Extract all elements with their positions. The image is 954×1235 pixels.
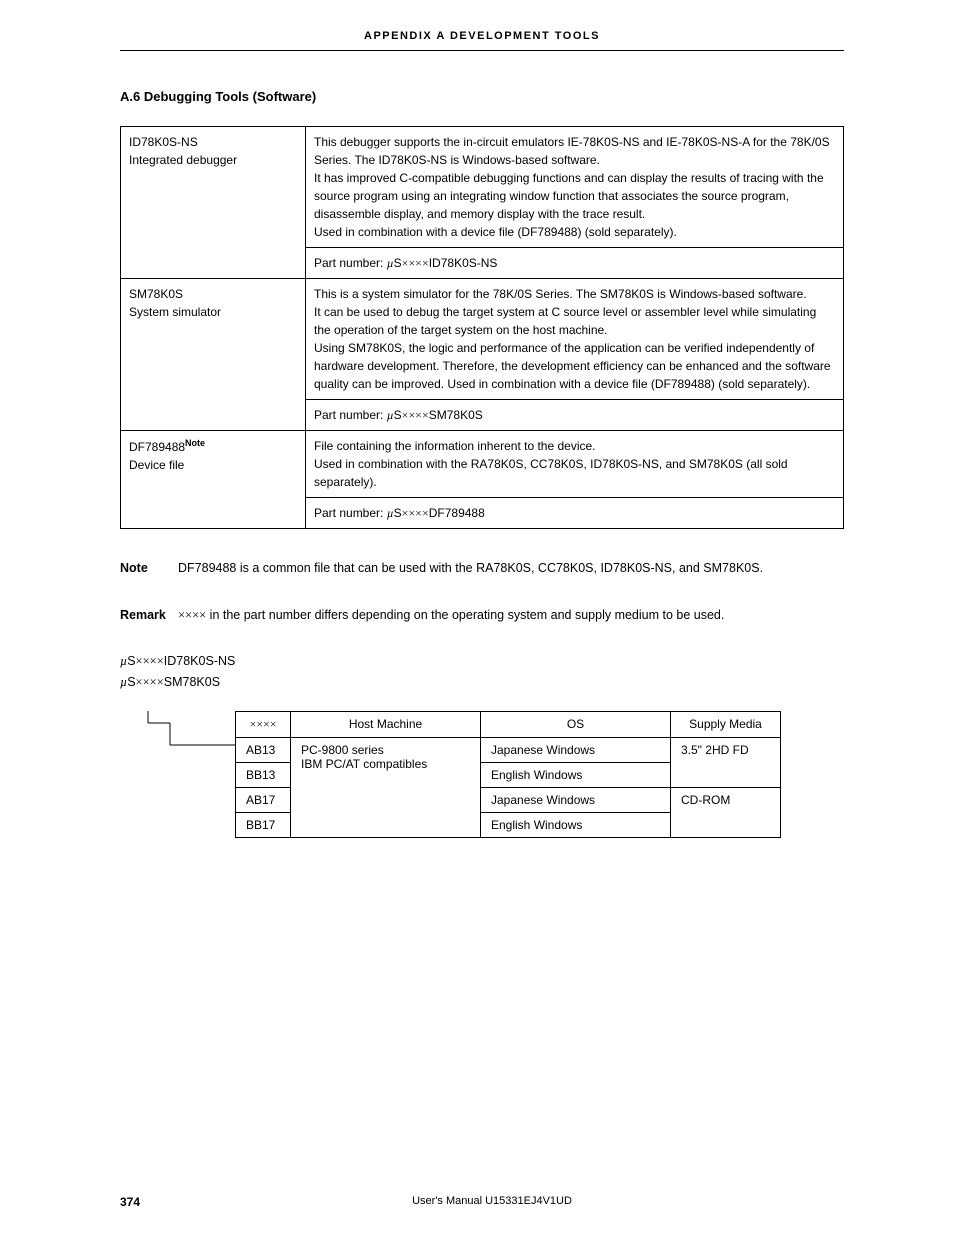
- note-block: NoteDF789488 is a common file that can b…: [120, 559, 844, 578]
- col-header: ××××: [236, 712, 291, 738]
- debugging-tools-table: ID78K0S-NS Integrated debugger This debu…: [120, 126, 844, 529]
- table-cell: English Windows: [481, 813, 671, 838]
- page-number: 374: [120, 1195, 140, 1209]
- part-number-examples: µS××××ID78K0S-NS µS××××SM78K0S: [120, 651, 844, 694]
- table-cell-desc: File containing the information inherent…: [306, 431, 844, 498]
- part-number-options-table: ×××× Host Machine OS Supply Media AB13 P…: [235, 711, 781, 838]
- table-cell: 3.5" 2HD FD: [671, 738, 781, 788]
- col-header: OS: [481, 712, 671, 738]
- page-header: APPENDIX A DEVELOPMENT TOOLS: [120, 30, 844, 51]
- remark-block: Remark×××× in the part number differs de…: [120, 606, 844, 625]
- table-cell: AB17: [236, 788, 291, 813]
- table-cell-desc: This debugger supports the in-circuit em…: [306, 127, 844, 248]
- table-cell-desc: This is a system simulator for the 78K/0…: [306, 279, 844, 400]
- table-cell-partnum: Part number: µS××××ID78K0S-NS: [306, 248, 844, 279]
- table-cell: English Windows: [481, 763, 671, 788]
- table-cell-partnum: Part number: µS××××DF789488: [306, 498, 844, 529]
- footer-text: User's Manual U15331EJ4V1UD: [120, 1195, 844, 1207]
- table-cell-product: DF789488Note Device file: [121, 431, 306, 529]
- section-title: A.6 Debugging Tools (Software): [120, 89, 844, 104]
- col-header: Host Machine: [291, 712, 481, 738]
- table-cell: PC-9800 series IBM PC/AT compatibles: [291, 738, 481, 838]
- col-header: Supply Media: [671, 712, 781, 738]
- tree-connector-icon: [140, 711, 240, 751]
- page-footer: 374 User's Manual U15331EJ4V1UD: [120, 1195, 844, 1209]
- table-cell: Japanese Windows: [481, 788, 671, 813]
- part-number-tree: ×××× Host Machine OS Supply Media AB13 P…: [140, 711, 844, 838]
- table-cell: AB13: [236, 738, 291, 763]
- table-cell: BB13: [236, 763, 291, 788]
- table-cell-product: SM78K0S System simulator: [121, 279, 306, 431]
- table-cell: BB17: [236, 813, 291, 838]
- table-cell: Japanese Windows: [481, 738, 671, 763]
- table-cell-partnum: Part number: µS××××SM78K0S: [306, 400, 844, 431]
- table-cell-product: ID78K0S-NS Integrated debugger: [121, 127, 306, 279]
- table-cell: CD-ROM: [671, 788, 781, 838]
